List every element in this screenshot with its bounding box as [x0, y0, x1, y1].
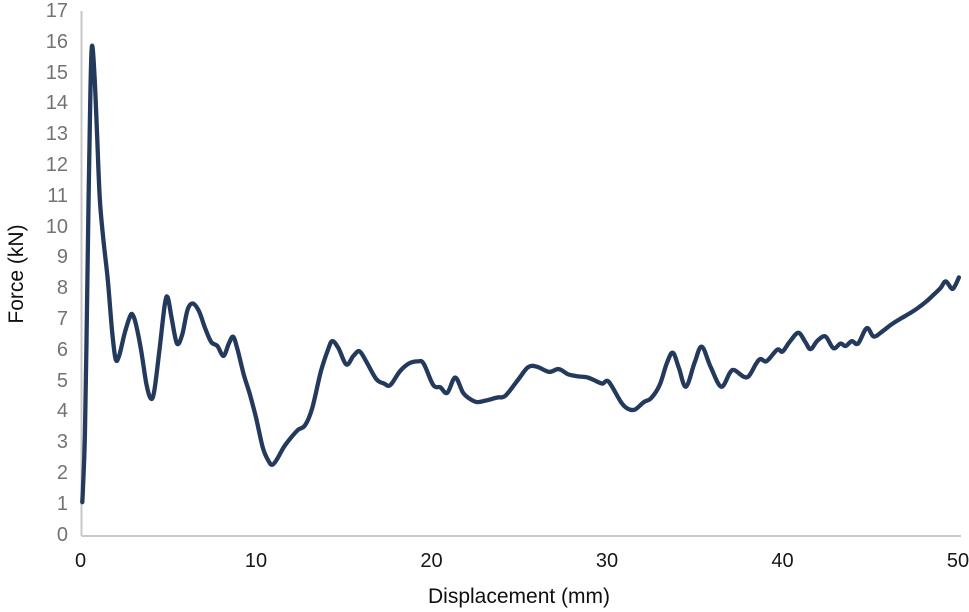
y-tick-label: 13	[45, 123, 68, 146]
x-tick-label: 50	[946, 550, 969, 572]
y-axis-title: Force (kN)	[5, 224, 28, 324]
y-tick-label: 14	[45, 92, 68, 115]
force-displacement-curve	[80, 43, 962, 505]
y-tick-label: 2	[56, 461, 68, 484]
y-tick-label: 10	[45, 215, 68, 238]
x-tick-label: 40	[771, 550, 794, 572]
y-tick-label: 5	[56, 369, 68, 392]
y-tick-label: 0	[56, 523, 68, 546]
y-tick-label: 6	[56, 338, 68, 361]
x-tick-label: 10	[244, 550, 268, 572]
x-axis-title: Displacement (mm)	[427, 585, 611, 608]
y-tick-label: 3	[56, 431, 68, 454]
x-tick-label: 0	[74, 550, 87, 572]
y-tick-label: 15	[45, 61, 68, 84]
y-tick-label: 11	[47, 184, 68, 207]
x-tick-label: 30	[595, 550, 619, 572]
y-tick-label: 8	[56, 277, 68, 300]
y-tick-label: 1	[56, 492, 68, 515]
x-tick-label: 20	[420, 550, 443, 572]
y-tick-label: 9	[56, 246, 68, 269]
y-tick-label: 16	[45, 30, 68, 53]
y-tick-label: 4	[56, 400, 68, 423]
y-tick-label: 17	[45, 0, 68, 22]
y-tick-label: 7	[56, 307, 68, 330]
y-tick-label: 12	[45, 154, 68, 176]
